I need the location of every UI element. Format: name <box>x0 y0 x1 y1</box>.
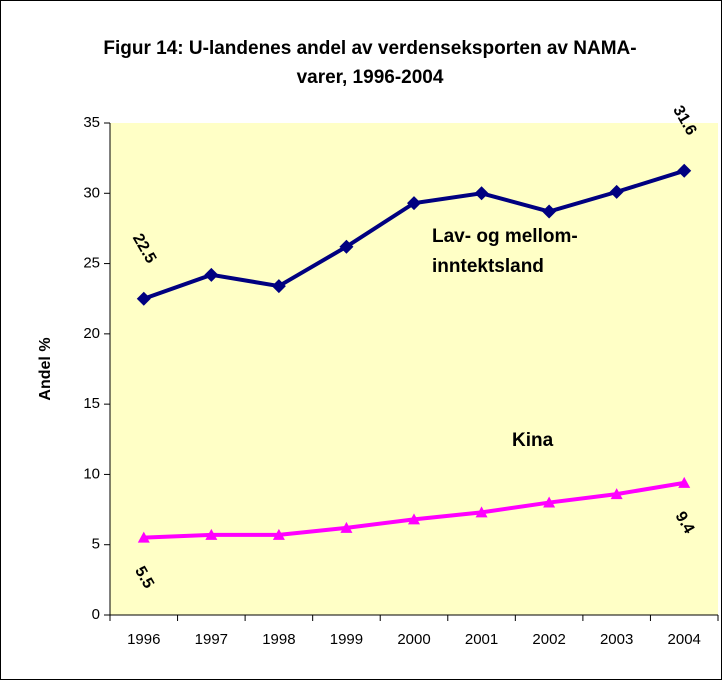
triangle-marker <box>610 488 623 500</box>
series-annotation: Lav- og mellom-inntektsland <box>432 226 578 277</box>
x-tick-label: 1999 <box>330 631 363 648</box>
y-tick-label: 0 <box>92 606 100 623</box>
chart-title: Figur 14: U-landenes andel av verdenseks… <box>103 38 637 88</box>
diamond-marker <box>407 196 421 211</box>
triangle-marker <box>678 476 691 488</box>
y-tick-label: 10 <box>83 465 100 482</box>
y-tick-label: 25 <box>83 255 100 272</box>
diamond-marker <box>542 204 557 219</box>
diamond-marker <box>339 239 354 254</box>
diamond-marker <box>204 267 219 282</box>
triangle-marker <box>475 506 488 518</box>
triangle-marker <box>543 496 556 508</box>
triangle-marker <box>205 528 218 540</box>
y-axis-label: Andel % <box>37 337 54 400</box>
triangle-marker <box>408 513 420 525</box>
diamond-marker <box>474 186 489 201</box>
x-tick-label: 2001 <box>465 631 498 648</box>
triangle-marker <box>272 528 285 540</box>
series-annotation: Kina <box>512 430 554 451</box>
y-tick-label: 20 <box>83 325 100 342</box>
x-tick-label: 1996 <box>127 631 160 648</box>
triangle-marker <box>137 531 150 543</box>
x-tick-label: 1998 <box>262 631 295 648</box>
x-tick-label: 2004 <box>668 631 701 648</box>
y-tick-label: 5 <box>92 536 100 553</box>
diamond-marker <box>677 163 692 178</box>
y-tick-label: 15 <box>83 395 100 412</box>
diamond-marker <box>136 291 151 306</box>
y-tick-label: 30 <box>83 184 100 201</box>
x-tick-label: 2002 <box>532 631 565 648</box>
x-tick-label: 1997 <box>195 631 228 648</box>
diamond-marker <box>271 279 286 294</box>
x-tick-label: 2003 <box>600 631 633 648</box>
diamond-marker <box>609 184 624 199</box>
x-tick-label: 2000 <box>397 631 430 648</box>
y-tick-label: 35 <box>83 114 100 131</box>
triangle-marker <box>340 521 353 533</box>
